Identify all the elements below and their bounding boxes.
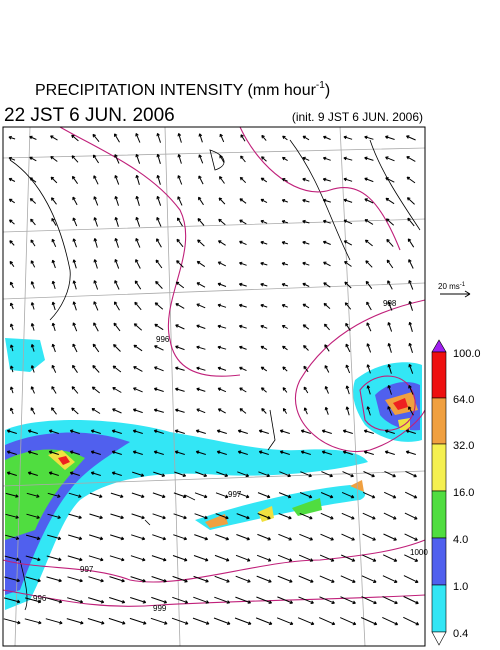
wind-vectors <box>3 132 420 626</box>
colorbar-label: 0.4 <box>453 628 468 640</box>
title-exponent: -1 <box>316 80 325 91</box>
wind-scale: 20 ms-1 <box>438 282 471 298</box>
colorbar-label: 16.0 <box>453 487 474 499</box>
colorbar-label: 32.0 <box>453 440 474 452</box>
wind-scale-exponent: -1 <box>460 282 466 288</box>
isobar-label: 999 <box>153 604 167 613</box>
title-text: PRECIPITATION INTENSITY (mm hour <box>35 82 317 99</box>
colorbar-label: 1.0 <box>453 581 468 593</box>
wind-scale-text: 20 ms <box>438 282 460 291</box>
isobar-label: 997 <box>228 490 242 499</box>
isobar-labels: 996 998 997 996 999 1000 997 <box>33 299 428 613</box>
wind-scale-label: 20 ms-1 <box>438 282 466 291</box>
map-frame <box>2 126 426 647</box>
colorbar-label: 100.0 <box>453 348 481 360</box>
isobar-label: 1000 <box>410 548 428 557</box>
isobars <box>2 126 426 607</box>
graticule <box>2 126 426 647</box>
title-close: ) <box>325 82 330 99</box>
colorbar-label: 64.0 <box>453 394 474 406</box>
isobar-label: 996 <box>33 594 47 603</box>
colorbar-label: 4.0 <box>453 534 468 546</box>
map-area: 996 998 997 996 999 1000 997 <box>2 126 428 647</box>
title: PRECIPITATION INTENSITY (mm hour-1) <box>35 80 330 99</box>
isobar-label: 998 <box>383 299 397 308</box>
colorbar-labels: 100.0 64.0 32.0 16.0 4.0 1.0 0.4 <box>453 348 481 640</box>
wind-arrows <box>3 132 420 626</box>
isobar-label: 997 <box>80 565 94 574</box>
valid-time: 22 JST 6 JUN. 2006 <box>4 105 175 126</box>
colorbar <box>431 339 447 646</box>
isobar-label: 996 <box>156 335 170 344</box>
init-time: (init. 9 JST 6 JUN. 2006) <box>292 110 423 124</box>
